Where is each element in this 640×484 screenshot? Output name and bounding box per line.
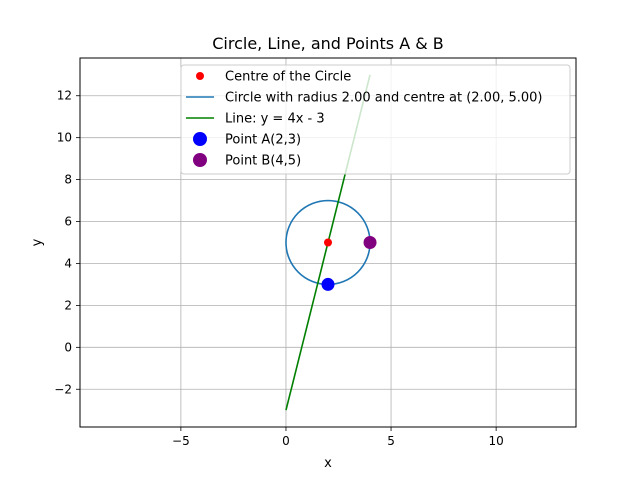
legend-marker	[193, 153, 207, 167]
legend-label: Point A(2,3)	[225, 133, 301, 148]
point-marker-4-5	[363, 236, 377, 249]
plot-frame	[79, 57, 577, 428]
x-tick-label: 5	[387, 434, 395, 448]
y-tick-label: 8	[64, 173, 72, 187]
legend-marker	[193, 132, 207, 146]
legend-label: Centre of the Circle	[225, 70, 351, 85]
x-axis-label: x	[324, 456, 332, 471]
y-tick-label: 4	[64, 256, 72, 270]
y-axis-ticks: −2 0 2 4 6 8 10 12	[54, 89, 80, 396]
legend-box	[180, 64, 571, 175]
legend: Centre of the Circle Circle with radius 2…	[180, 64, 571, 175]
y-tick-label: 0	[64, 340, 72, 354]
plot-series	[285, 74, 377, 411]
x-tick-label: −5	[172, 434, 190, 448]
y-tick-label: 10	[57, 131, 72, 145]
centre-marker	[324, 238, 332, 247]
y-tick-label: 6	[64, 215, 72, 229]
x-axis-ticks: −5 0 5 10	[172, 427, 504, 448]
y-axis-label: y	[30, 238, 45, 246]
y-tick-label: 2	[64, 298, 72, 312]
legend-label: Point B(4,5)	[225, 154, 301, 169]
y-tick-label: 12	[57, 89, 72, 103]
legend-label: Line: y = 4x - 3	[225, 112, 325, 127]
chart-title: Circle, Line, and Points A & B	[212, 34, 444, 53]
legend-marker	[196, 72, 204, 80]
legend-label: Circle with radius 2.00 and centre at (2…	[225, 91, 543, 106]
x-tick-label: 0	[282, 434, 290, 448]
point-marker-2-3	[321, 277, 335, 291]
y-tick-label: −2	[54, 382, 72, 396]
x-tick-label: 10	[488, 434, 503, 448]
